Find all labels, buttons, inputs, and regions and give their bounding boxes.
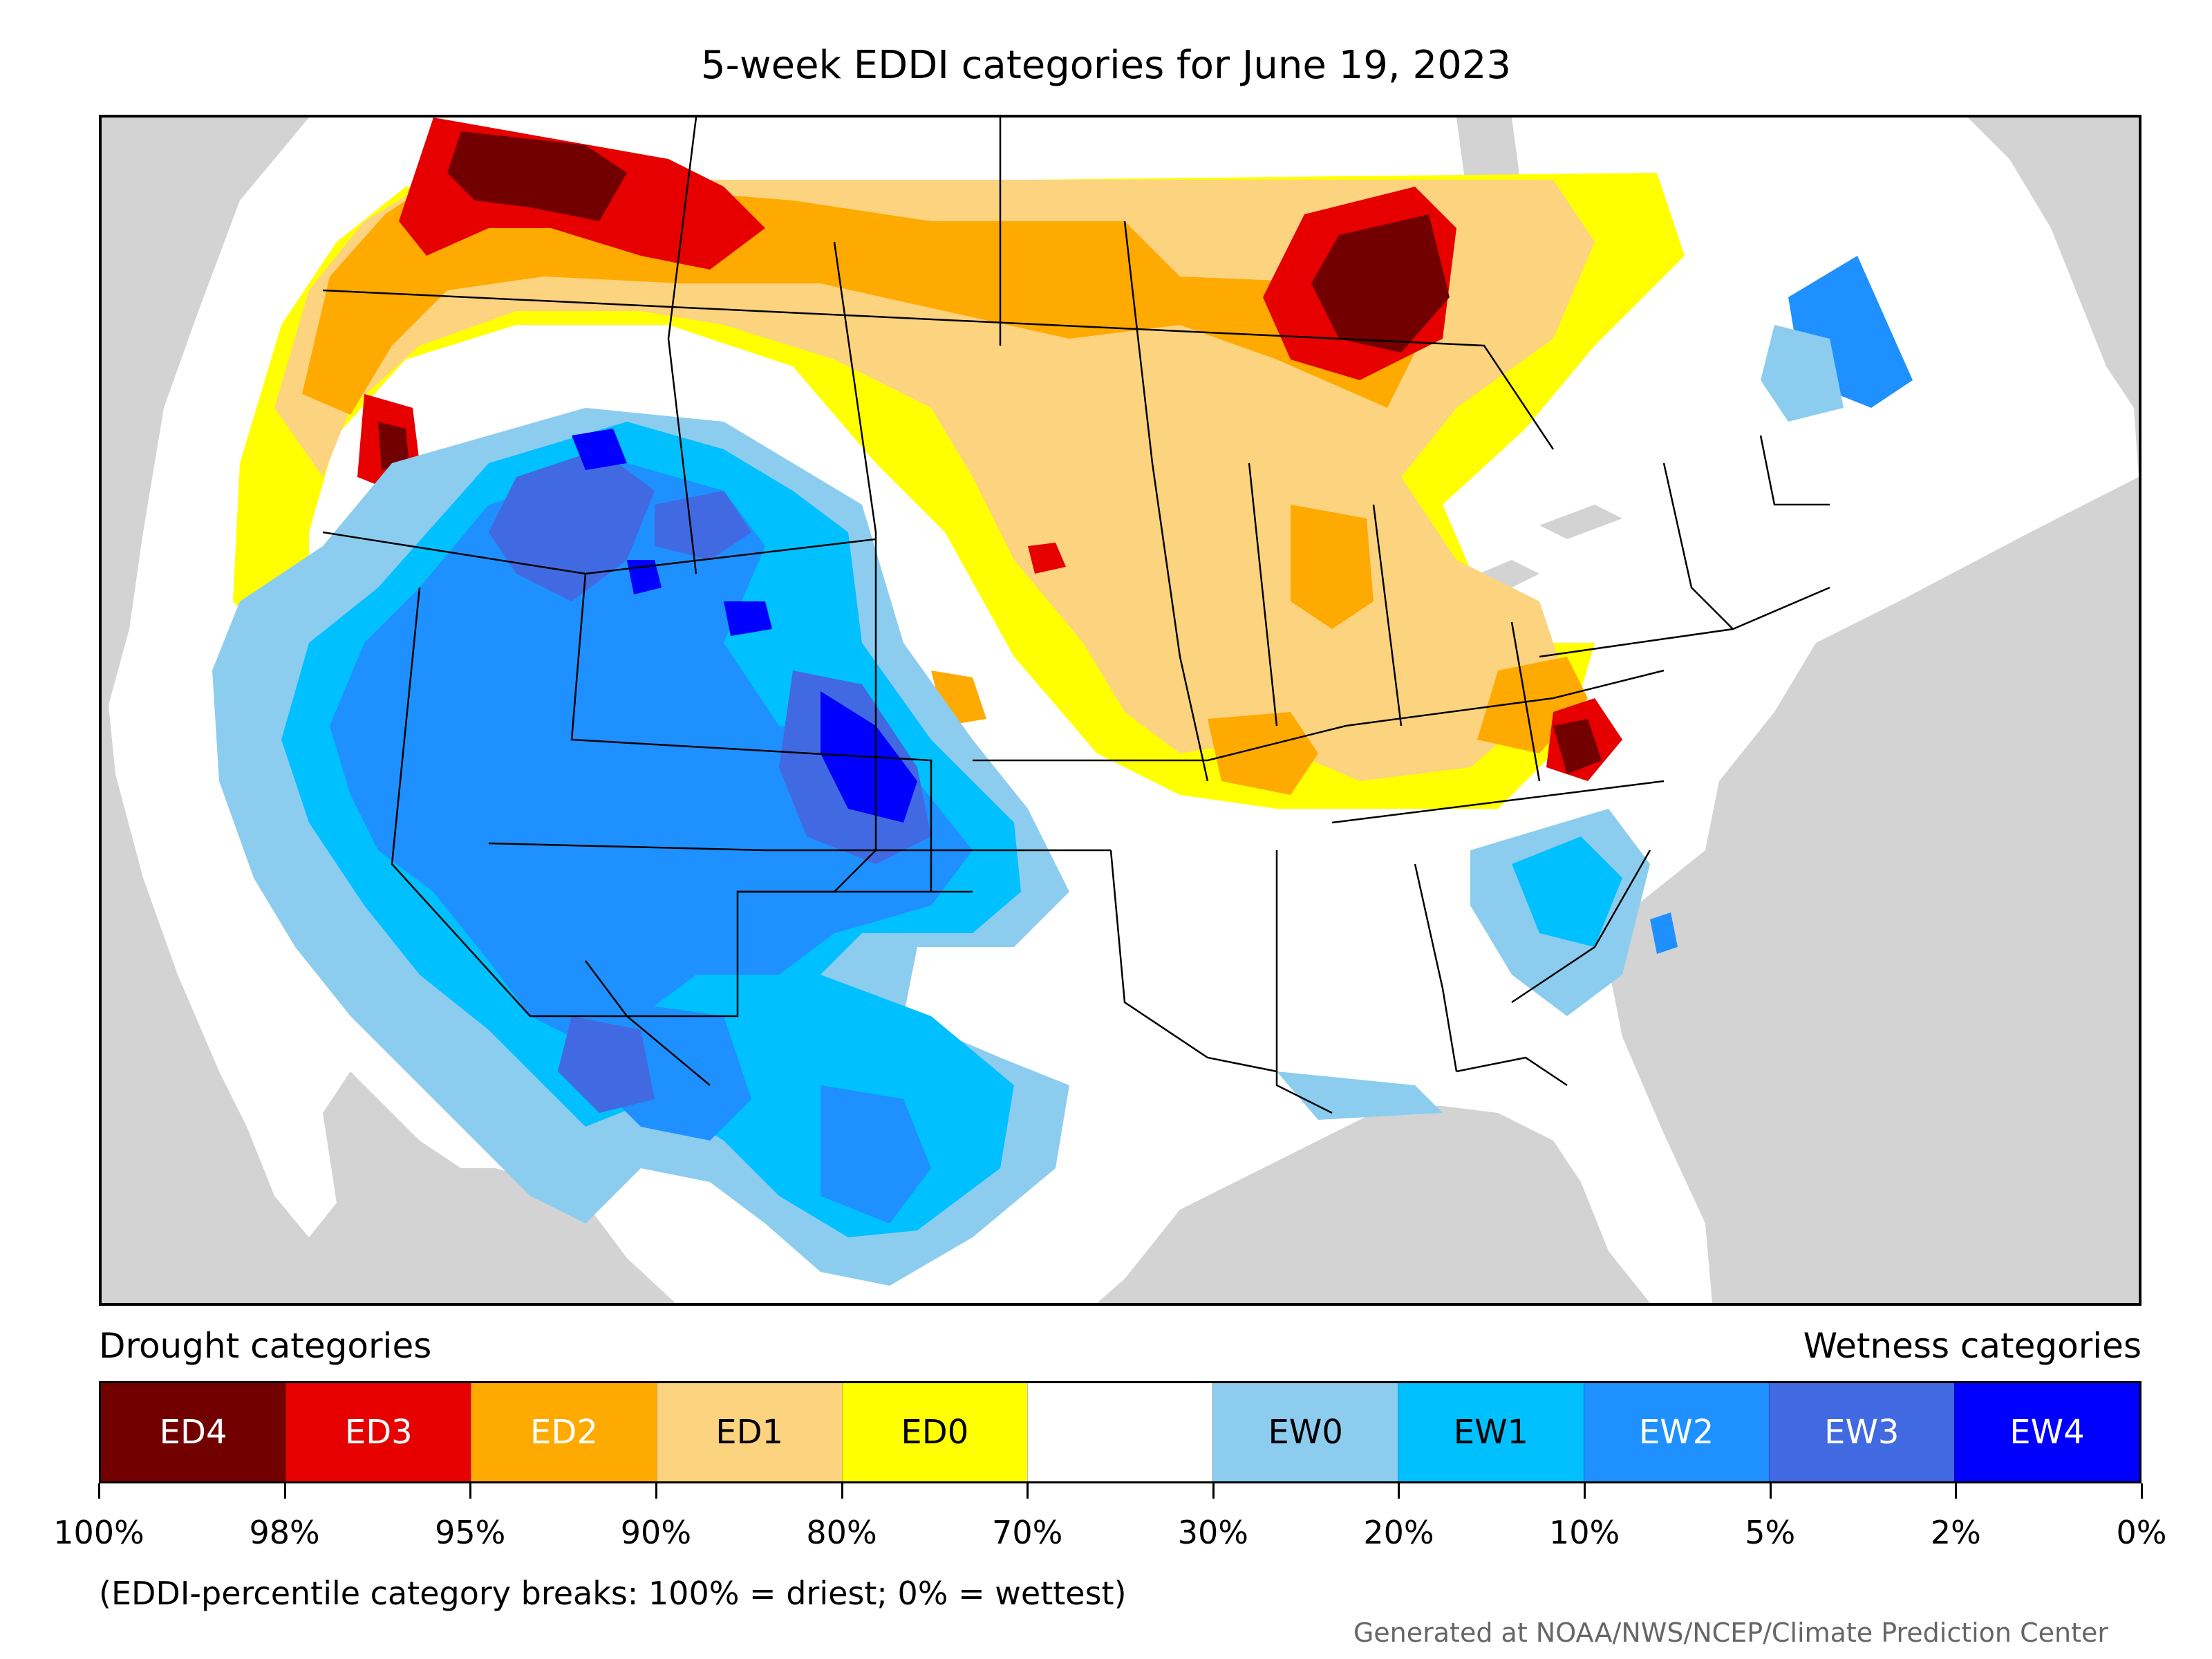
legend-swatch-ew3: EW3 (1768, 1383, 1954, 1481)
category-patches (212, 118, 1913, 1286)
colorbar-tick-label: 95% (435, 1514, 506, 1551)
boundaries (322, 118, 1830, 1114)
colorbar-tick (841, 1483, 843, 1499)
map-title: 5-week EDDI categories for June 19, 2023 (701, 43, 1511, 88)
legend-swatch-ed0: ED0 (841, 1383, 1027, 1481)
colorbar-tick-label: 98% (249, 1514, 320, 1551)
wetness-categories-heading: Wetness categories (1803, 1326, 2141, 1366)
colorbar-tick-label: 2% (1930, 1514, 1981, 1551)
legend-swatch-ed3: ED3 (285, 1383, 471, 1481)
colorbar-tick-label: 10% (1548, 1514, 1620, 1551)
map-canvas (109, 118, 2139, 1303)
legend-swatch-ew4: EW4 (1953, 1383, 2140, 1481)
legend-swatch-ew2: EW2 (1583, 1383, 1769, 1481)
colorbar-tick-label: 30% (1177, 1514, 1248, 1551)
category-colorbar: ED4 ED3 ED2 ED1 ED0 EW0 EW1 EW2 EW3 EW4 (99, 1381, 2141, 1483)
colorbar-tick (1584, 1483, 1586, 1499)
colorbar-tick (2141, 1483, 2143, 1499)
colorbar-tick (469, 1483, 472, 1499)
colorbar-tick (1769, 1483, 1772, 1499)
colorbar-tick (1955, 1483, 1958, 1499)
colorbar-tick-label: 20% (1363, 1514, 1434, 1551)
colorbar-tick-label: 90% (620, 1514, 692, 1551)
drought-categories-heading: Drought categories (99, 1326, 432, 1366)
colorbar-tick (655, 1483, 657, 1499)
legend-swatch-ed4: ED4 (101, 1383, 286, 1481)
colorbar-tick-label: 100% (53, 1514, 144, 1551)
percentile-note: (EDDI-percentile category breaks: 100% =… (99, 1575, 1127, 1612)
colorbar-tick (1212, 1483, 1215, 1499)
colorbar-tick-label: 5% (1745, 1514, 1796, 1551)
colorbar-tick (98, 1483, 100, 1499)
legend-swatch-ed1: ED1 (656, 1383, 842, 1481)
colorbar-tick-label: 70% (992, 1514, 1063, 1551)
legend-swatch-normal (1027, 1383, 1213, 1481)
colorbar-tick-label: 80% (806, 1514, 877, 1551)
credit-line: Generated at NOAA/NWS/NCEP/Climate Predi… (1353, 1618, 2108, 1648)
legend-swatch-ew1: EW1 (1398, 1383, 1584, 1481)
colorbar-tick-label: 0% (2116, 1514, 2167, 1551)
colorbar-ticks (98, 1483, 2143, 1500)
legend-swatch-ed2: ED2 (471, 1383, 657, 1481)
eddi-map (99, 115, 2141, 1306)
colorbar-tick (283, 1483, 286, 1499)
colorbar-tick (1398, 1483, 1400, 1499)
colorbar-tick (1027, 1483, 1029, 1499)
legend-swatch-ew0: EW0 (1212, 1383, 1398, 1481)
